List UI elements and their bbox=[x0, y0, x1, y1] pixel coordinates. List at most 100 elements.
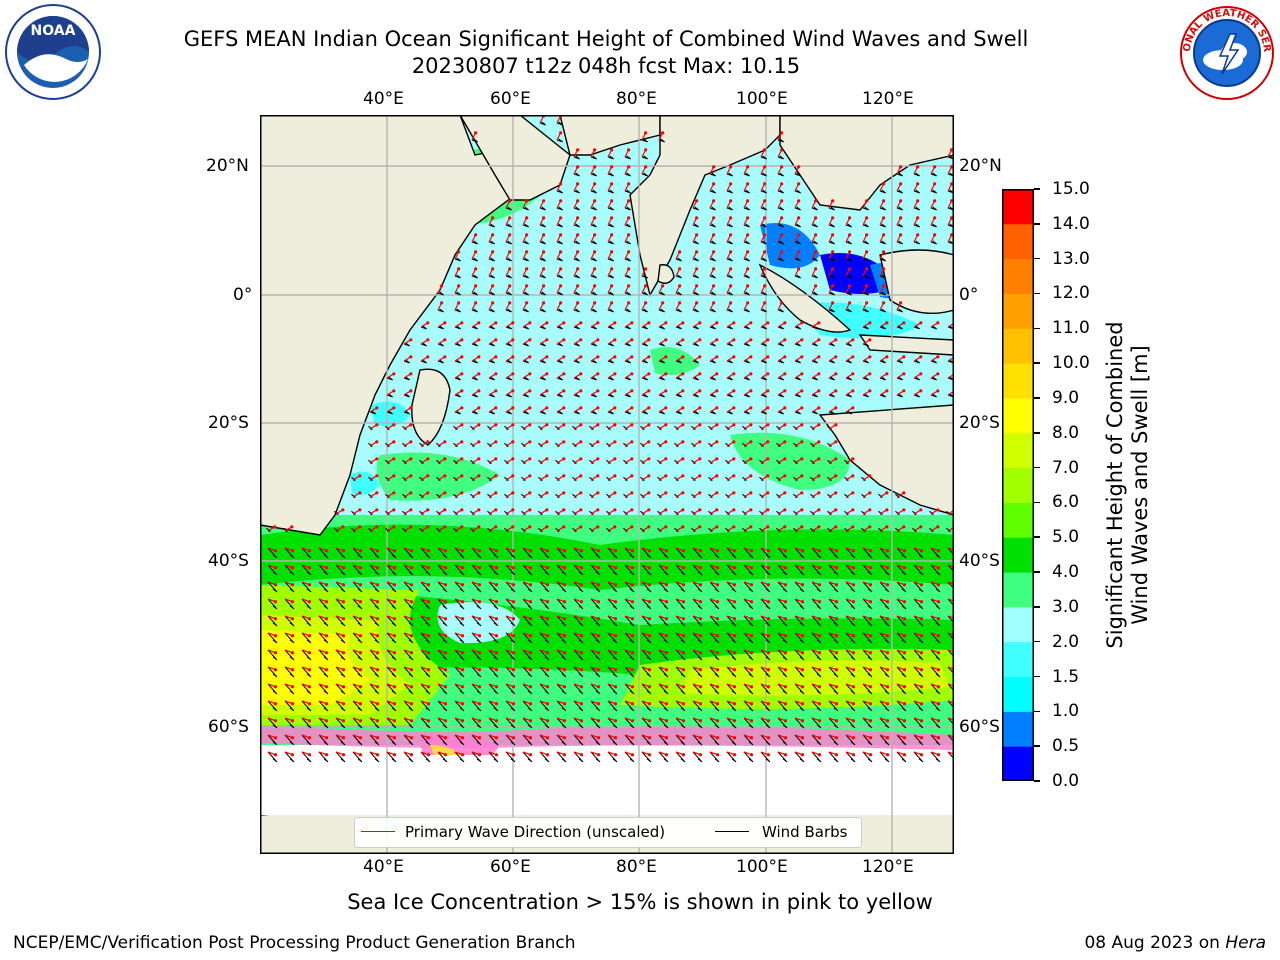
colorbar-segment bbox=[1002, 258, 1034, 294]
wave-arrow-head bbox=[290, 702, 295, 706]
wind-barb-flag bbox=[697, 673, 703, 678]
wind-barb-flag bbox=[714, 622, 720, 627]
wave-arrow-head bbox=[392, 525, 396, 529]
wind-barb-flag bbox=[340, 571, 346, 576]
wind-barb-flag bbox=[402, 476, 407, 481]
wind-barb-flag bbox=[691, 527, 696, 532]
wave-arrow-head bbox=[542, 233, 546, 237]
lat-label-left-40s: 40°S bbox=[208, 551, 249, 571]
wind-barb-flag bbox=[867, 673, 873, 678]
wind-barb-flag bbox=[759, 493, 764, 498]
wind-barb-flag bbox=[779, 172, 784, 177]
wave-arrow-head bbox=[392, 406, 396, 410]
wind-barb-flag bbox=[799, 571, 805, 576]
wave-arrow-head bbox=[647, 372, 651, 376]
wave-arrow-head bbox=[902, 753, 907, 757]
wind-barb-flag bbox=[405, 393, 410, 398]
wave-arrow-head bbox=[307, 634, 312, 638]
wind-barb-flag bbox=[609, 257, 614, 262]
wave-arrow-head bbox=[596, 474, 600, 478]
wave-arrow-head bbox=[477, 440, 481, 444]
wave-arrow-head bbox=[511, 634, 516, 638]
wind-barb-flag bbox=[864, 240, 869, 245]
wind-barb-flag bbox=[762, 223, 767, 228]
wind-barb-flag bbox=[609, 291, 614, 296]
wave-arrow-head bbox=[528, 600, 533, 604]
wind-barb-flag bbox=[527, 622, 533, 627]
wave-arrow-head bbox=[814, 233, 818, 237]
wind-barb-flag bbox=[796, 359, 801, 364]
wave-arrow-head bbox=[814, 250, 818, 254]
wave-arrow-head bbox=[749, 321, 753, 325]
wind-barb-flag bbox=[776, 527, 781, 532]
wind-barb-flag bbox=[745, 393, 750, 398]
wave-arrow-head bbox=[902, 719, 907, 723]
wave-arrow-head bbox=[831, 250, 835, 254]
wind-barb-flag bbox=[436, 493, 441, 498]
wind-barb-flag bbox=[629, 673, 635, 678]
wave-arrow-head bbox=[409, 372, 413, 376]
wave-arrow-head bbox=[729, 250, 733, 254]
wind-barb-flag bbox=[827, 493, 832, 498]
wave-arrow-head bbox=[290, 651, 295, 655]
wind-barb-flag bbox=[813, 359, 818, 364]
colorbar-tick-mark bbox=[1034, 292, 1040, 295]
wind-barb-flag bbox=[660, 308, 665, 313]
wind-barb-flag bbox=[510, 554, 516, 559]
wave-arrow-head bbox=[885, 583, 890, 587]
wave-arrow-head bbox=[358, 583, 363, 587]
wave-arrow-head bbox=[494, 600, 499, 604]
colorbar-segment bbox=[1002, 189, 1034, 225]
wind-barb-flag bbox=[833, 656, 839, 661]
wave-arrow-head bbox=[562, 525, 566, 529]
wind-barb-flag bbox=[561, 588, 567, 593]
wind-barb-flag bbox=[459, 588, 465, 593]
wave-arrow-head bbox=[596, 338, 600, 342]
wind-barb-flag bbox=[697, 571, 703, 576]
wind-barb-flag bbox=[725, 527, 730, 532]
wind-barb-flag bbox=[643, 359, 648, 364]
wave-arrow-head bbox=[562, 457, 566, 461]
wind-barb-flag bbox=[527, 605, 533, 610]
wave-arrow-head bbox=[868, 389, 872, 393]
wind-barb-flag bbox=[714, 656, 720, 661]
wave-arrow-head bbox=[681, 566, 686, 570]
wind-barb-flag bbox=[323, 622, 329, 627]
wave-arrow-head bbox=[290, 668, 295, 672]
wind-barb-flag bbox=[759, 442, 764, 447]
wind-barb-flag bbox=[623, 510, 628, 515]
wind-barb-flag bbox=[663, 605, 669, 610]
wind-barb-flag bbox=[847, 291, 852, 296]
wave-arrow-head bbox=[766, 634, 771, 638]
wave-arrow-head bbox=[902, 600, 907, 604]
wave-arrow-head bbox=[698, 406, 702, 410]
wave-arrow-head bbox=[409, 634, 414, 638]
wave-arrow-head bbox=[885, 634, 890, 638]
wind-barb-flag bbox=[867, 639, 873, 644]
wave-arrow-head bbox=[341, 668, 346, 672]
wave-arrow-head bbox=[426, 634, 431, 638]
wave-arrow-head bbox=[273, 651, 278, 655]
wave-arrow-head bbox=[545, 440, 549, 444]
wave-arrow-head bbox=[800, 668, 805, 672]
wave-arrow-head bbox=[766, 491, 770, 495]
wave-arrow-head bbox=[664, 600, 669, 604]
wave-arrow-head bbox=[800, 457, 804, 461]
wave-arrow-head bbox=[545, 719, 550, 723]
wind-barb-flag bbox=[592, 172, 597, 177]
wave-arrow-head bbox=[460, 389, 464, 393]
wave-arrow-head bbox=[324, 753, 329, 757]
wind-barb-flag bbox=[694, 291, 699, 296]
wind-barb-flag bbox=[898, 172, 903, 177]
ice-interior bbox=[260, 755, 954, 815]
wave-arrow-head bbox=[324, 600, 329, 604]
wind-barb-flag bbox=[368, 527, 373, 532]
wind-barb-flag bbox=[374, 656, 380, 661]
wave-arrow-head bbox=[919, 355, 923, 359]
wind-barb-flag bbox=[881, 189, 886, 194]
wave-arrow-head bbox=[511, 736, 516, 740]
wave-arrow-head bbox=[698, 389, 702, 393]
wind-barb-flag bbox=[507, 393, 512, 398]
wave-arrow-head bbox=[494, 321, 498, 325]
wind-barb-flag bbox=[711, 325, 716, 330]
